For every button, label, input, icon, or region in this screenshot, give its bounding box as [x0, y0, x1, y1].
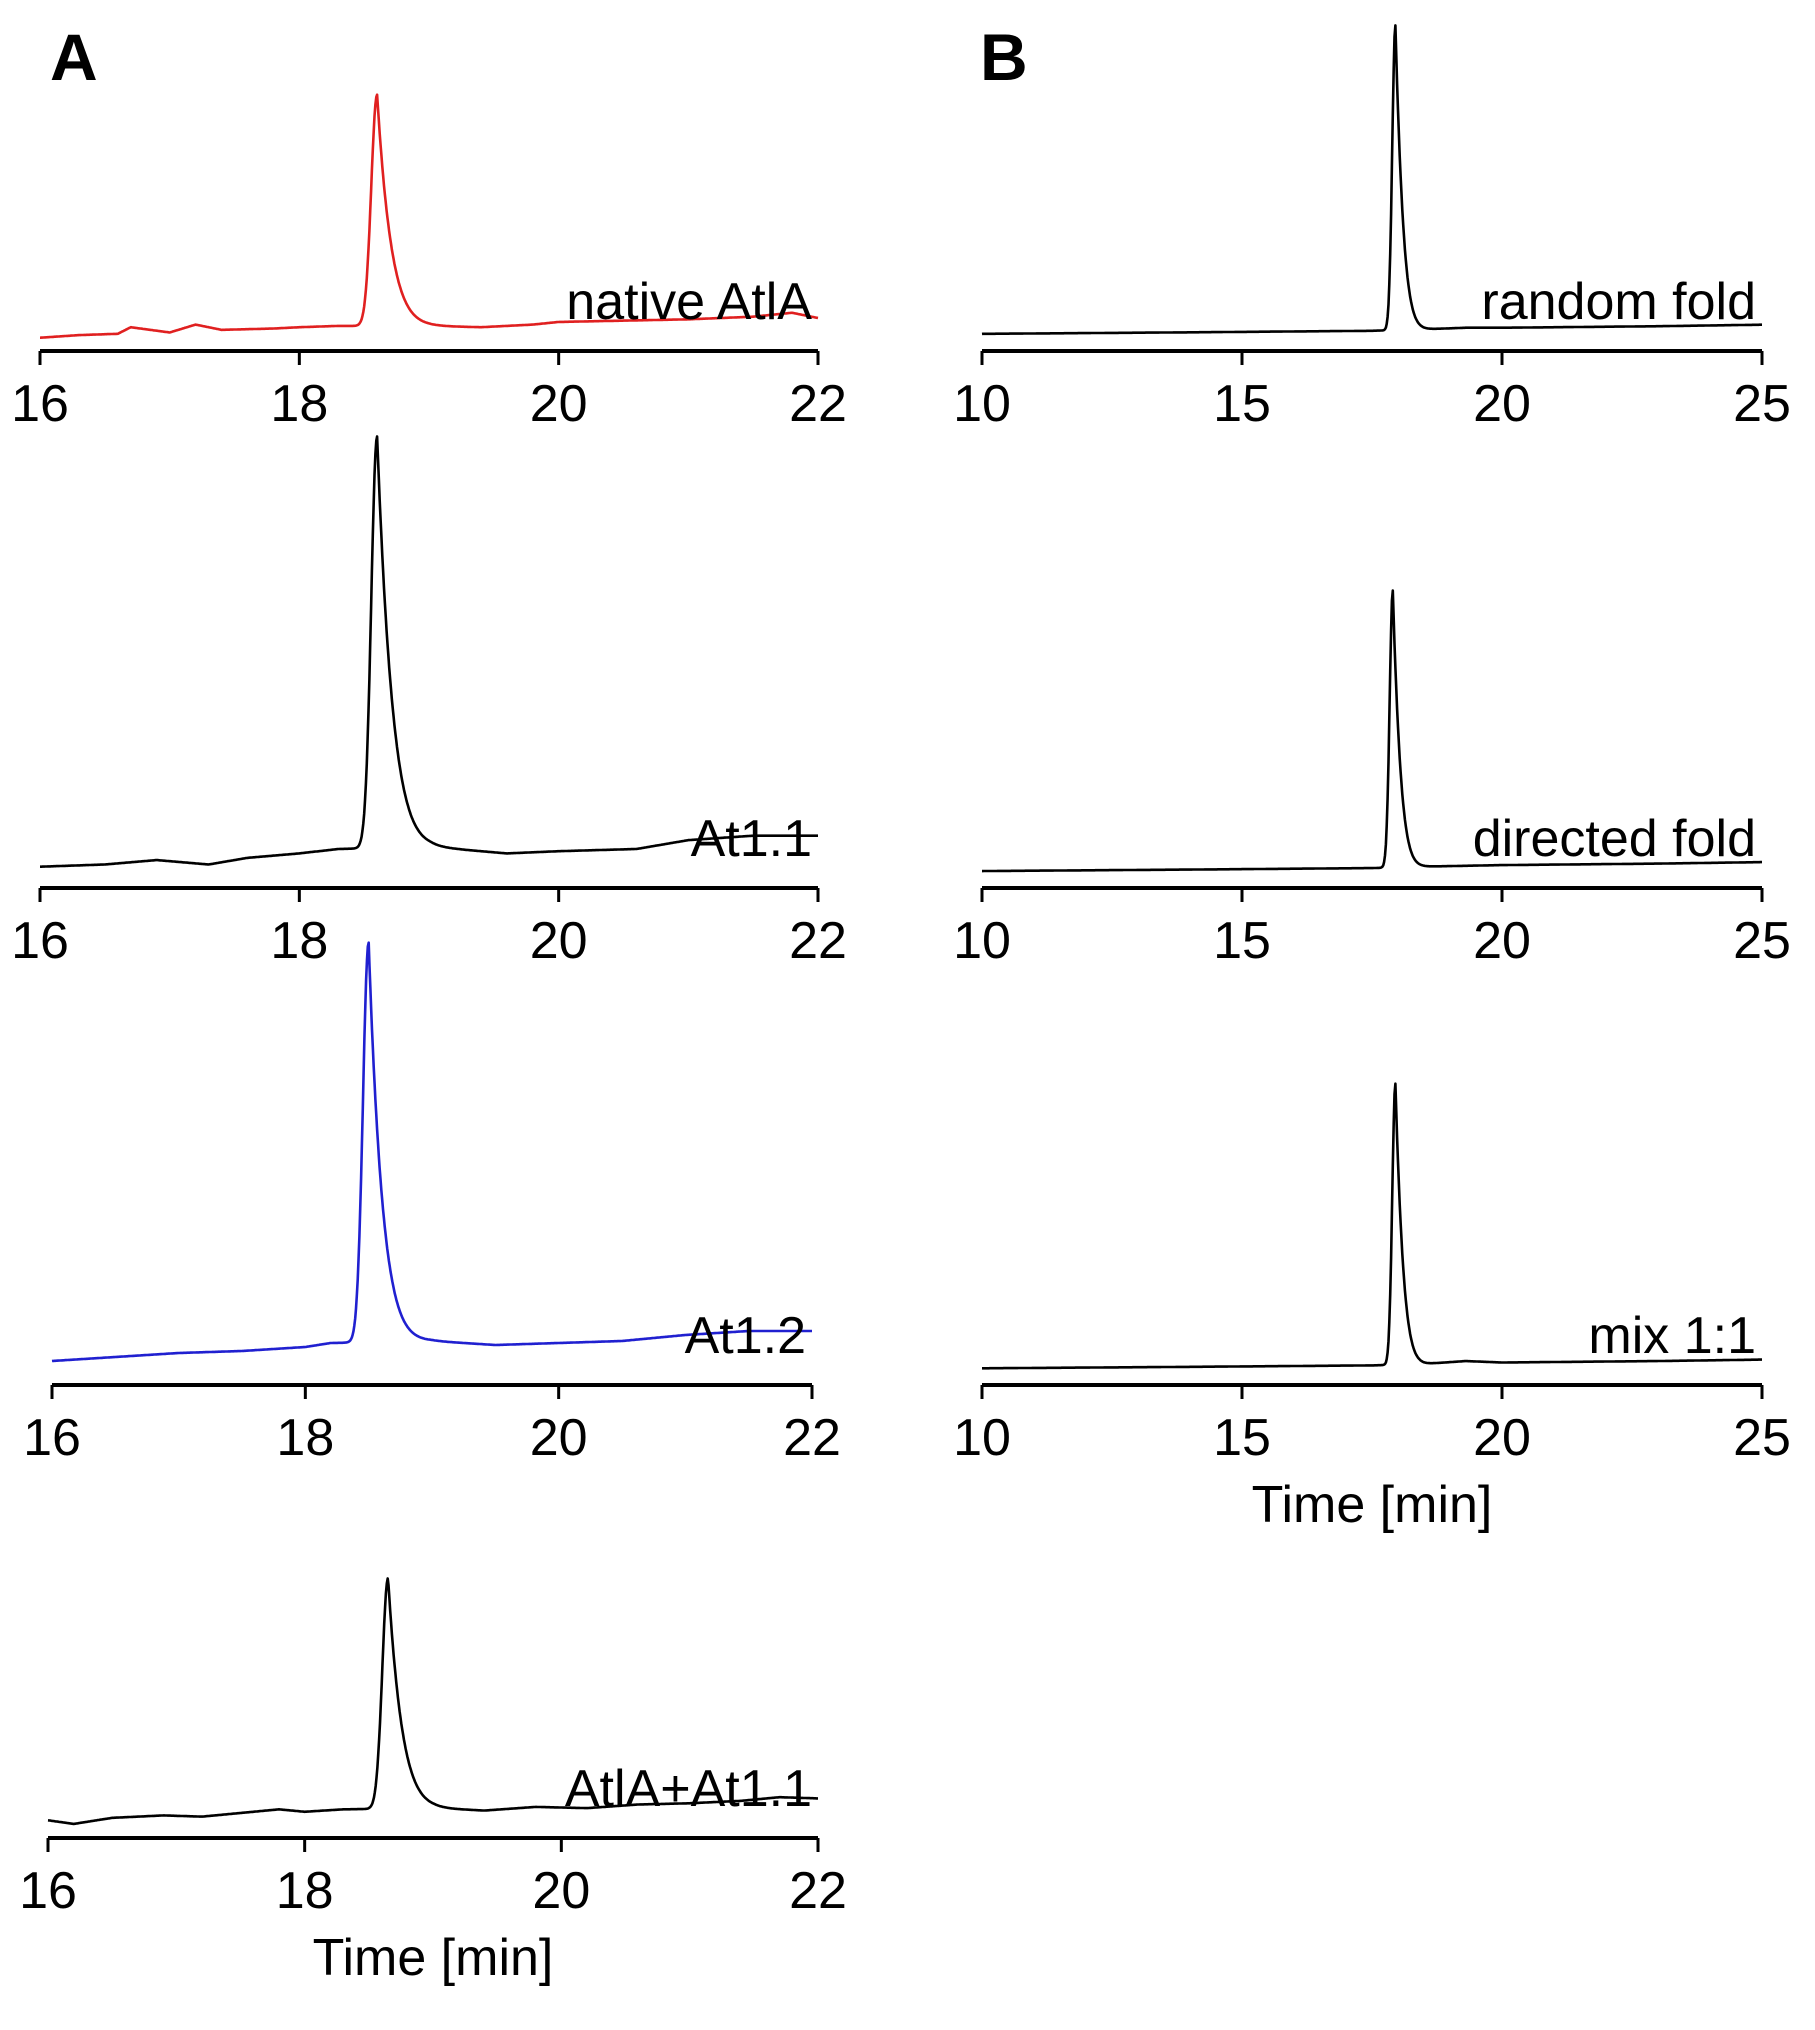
x-axis-title: Time [min] — [313, 1929, 554, 1987]
x-tick-label: 18 — [270, 375, 328, 433]
trace-label: AtlA+At1.1 — [565, 1760, 812, 1818]
chromatogram-3: 16 18 20 22 At1.2 — [23, 941, 841, 1467]
x-tick-label: 16 — [11, 375, 69, 433]
chromatogram-plots: 16 18 20 22 native AtlA 16 18 20 22 At1.1 16 18 20 22… — [11, 24, 1791, 1987]
x-tick-label: 10 — [953, 1409, 1011, 1467]
x-tick-label: 18 — [270, 912, 328, 970]
x-tick-label: 16 — [11, 912, 69, 970]
trace-line — [51, 941, 813, 1363]
x-tick-label: 15 — [1213, 912, 1271, 970]
x-tick-label: 15 — [1213, 375, 1271, 433]
trace-line — [981, 589, 1763, 873]
chromatogram-6: 10 15 20 25 directed fold — [953, 589, 1791, 970]
panel-a-letter: A — [50, 20, 98, 94]
x-tick-label: 10 — [953, 375, 1011, 433]
trace-line — [39, 435, 819, 868]
trace-label: At1.1 — [691, 810, 812, 868]
x-tick-label: 16 — [23, 1409, 81, 1467]
x-tick-label: 22 — [789, 912, 847, 970]
trace-label: random fold — [1481, 273, 1756, 331]
x-tick-label: 20 — [530, 1409, 588, 1467]
x-tick-label: 20 — [530, 375, 588, 433]
x-tick-label: 20 — [532, 1862, 590, 1920]
trace-line — [39, 93, 819, 339]
x-tick-label: 20 — [1473, 1409, 1531, 1467]
x-tick-label: 20 — [1473, 375, 1531, 433]
chromatogram-4: 16 18 20 22 AtlA+At1.1 Time [min] — [19, 1577, 847, 1987]
x-tick-label: 22 — [789, 1862, 847, 1920]
chromatogram-5: 10 15 20 25 random fold — [953, 24, 1791, 433]
trace-line — [981, 1082, 1763, 1370]
x-tick-label: 18 — [276, 1409, 334, 1467]
x-tick-label: 25 — [1733, 912, 1791, 970]
panel-b-letter: B — [980, 20, 1028, 94]
x-tick-label: 25 — [1733, 375, 1791, 433]
trace-line — [981, 24, 1763, 336]
x-tick-label: 25 — [1733, 1409, 1791, 1467]
x-tick-label: 20 — [530, 912, 588, 970]
x-tick-label: 22 — [789, 375, 847, 433]
x-tick-label: 16 — [19, 1862, 77, 1920]
trace-label: native AtlA — [566, 273, 812, 331]
x-tick-label: 18 — [276, 1862, 334, 1920]
x-tick-label: 15 — [1213, 1409, 1271, 1467]
x-tick-label: 10 — [953, 912, 1011, 970]
chromatogram-7: 10 15 20 25 mix 1:1 Time [min] — [953, 1082, 1791, 1534]
trace-label: mix 1:1 — [1588, 1307, 1756, 1365]
trace-label: directed fold — [1473, 810, 1756, 868]
x-tick-label: 22 — [783, 1409, 841, 1467]
x-tick-label: 20 — [1473, 912, 1531, 970]
chromatogram-2: 16 18 20 22 At1.1 — [11, 435, 847, 970]
trace-label: At1.2 — [685, 1307, 806, 1365]
chromatogram-1: 16 18 20 22 native AtlA — [11, 93, 847, 433]
trace-line — [47, 1577, 819, 1826]
x-axis-title: Time [min] — [1252, 1476, 1493, 1534]
